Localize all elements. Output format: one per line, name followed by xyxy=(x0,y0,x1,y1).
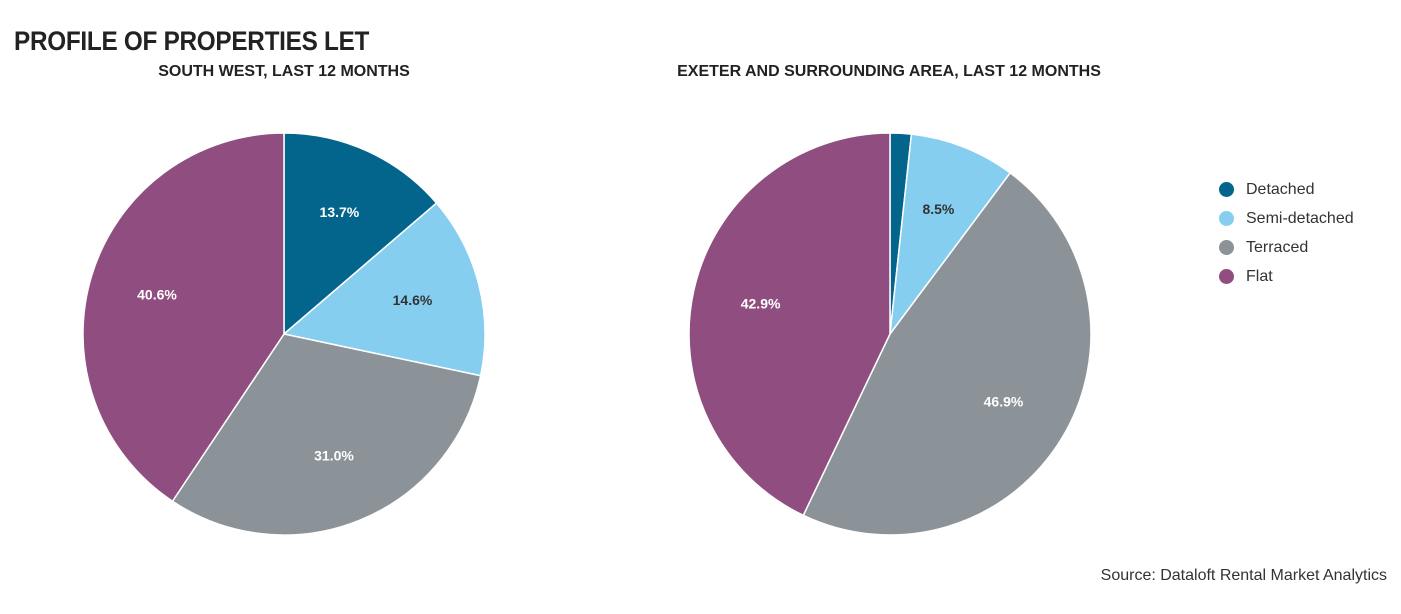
legend-item-flat: Flat xyxy=(1219,262,1354,291)
data-label-semi-detached: 8.5% xyxy=(922,201,954,217)
page-title: PROFILE OF PROPERTIES LET xyxy=(14,26,370,56)
data-label-detached: 13.7% xyxy=(320,204,360,220)
legend-swatch-detached xyxy=(1219,182,1234,197)
pie-slice-semi-detached xyxy=(282,202,486,377)
legend-item-semi-detached: Semi-detached xyxy=(1219,204,1354,233)
legend-label: Semi-detached xyxy=(1246,209,1354,227)
legend: Detached Semi-detached Terraced Flat xyxy=(1219,175,1354,291)
chart-title-south-west: SOUTH WEST, LAST 12 MONTHS xyxy=(158,63,410,80)
pie-slice-flat xyxy=(688,132,891,517)
legend-item-detached: Detached xyxy=(1219,175,1354,204)
source-note: Source: Dataloft Rental Market Analytics xyxy=(1100,567,1387,584)
legend-label: Terraced xyxy=(1246,238,1309,256)
pie-slice-terraced xyxy=(802,171,1092,536)
pie-south-west: 13.7% 14.6% 31.0% 40.6% xyxy=(82,132,486,536)
legend-swatch-flat xyxy=(1219,269,1234,284)
pie-exeter: 8.5% 46.9% 42.9% xyxy=(688,132,1092,536)
chart-title-exeter: EXETER AND SURROUNDING AREA, LAST 12 MON… xyxy=(677,63,1101,80)
pie-slice-semi-detached xyxy=(888,133,1012,337)
data-label-terraced: 46.9% xyxy=(984,393,1024,409)
pie-slice-detached xyxy=(283,132,438,336)
data-label-flat: 42.9% xyxy=(741,295,781,311)
legend-swatch-terraced xyxy=(1219,240,1234,255)
legend-label: Flat xyxy=(1246,267,1273,285)
data-label-semi-detached: 14.6% xyxy=(393,292,433,308)
legend-label: Detached xyxy=(1246,180,1315,198)
data-label-terraced: 31.0% xyxy=(314,448,354,464)
pie-slice-terraced xyxy=(171,333,482,536)
legend-item-terraced: Terraced xyxy=(1219,233,1354,262)
legend-swatch-semi-detached xyxy=(1219,211,1234,226)
data-label-flat: 40.6% xyxy=(137,286,177,302)
pie-slice-flat xyxy=(82,132,285,503)
